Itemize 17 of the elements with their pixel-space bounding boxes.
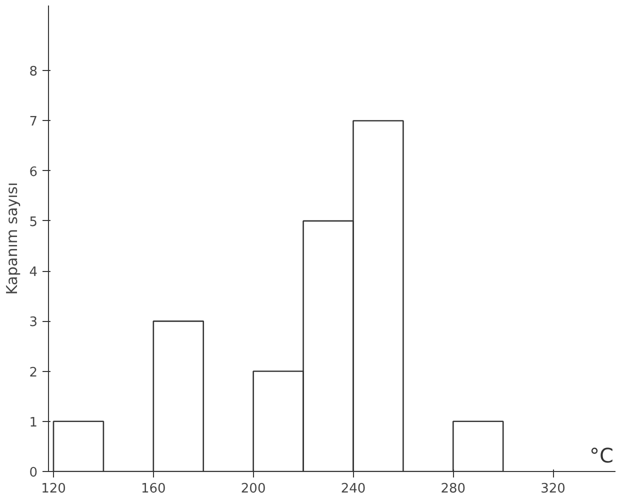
x-tick-label: 160	[141, 482, 166, 496]
y-tick-label: 6	[29, 164, 38, 180]
x-tick-label: 120	[41, 482, 66, 496]
y-tick-label: 7	[29, 114, 38, 130]
y-tick-label: 3	[29, 315, 38, 330]
x-tick-label: 320	[540, 482, 566, 496]
y-tick-label: 1	[29, 415, 38, 430]
x-tick-label: 200	[240, 482, 266, 496]
y-tick-label: 2	[29, 365, 38, 380]
y-tick-label: 4	[29, 265, 38, 280]
x-tick-label: 240	[340, 482, 366, 496]
y-tick-label: 8	[29, 64, 38, 80]
x-axis-title: °C	[590, 444, 614, 468]
x-tick-label: 280	[440, 482, 466, 496]
y-axis-title: Kapanım sayısı	[3, 182, 22, 295]
y-tick-label: 0	[29, 466, 38, 480]
y-tick-label: 5	[29, 214, 38, 230]
